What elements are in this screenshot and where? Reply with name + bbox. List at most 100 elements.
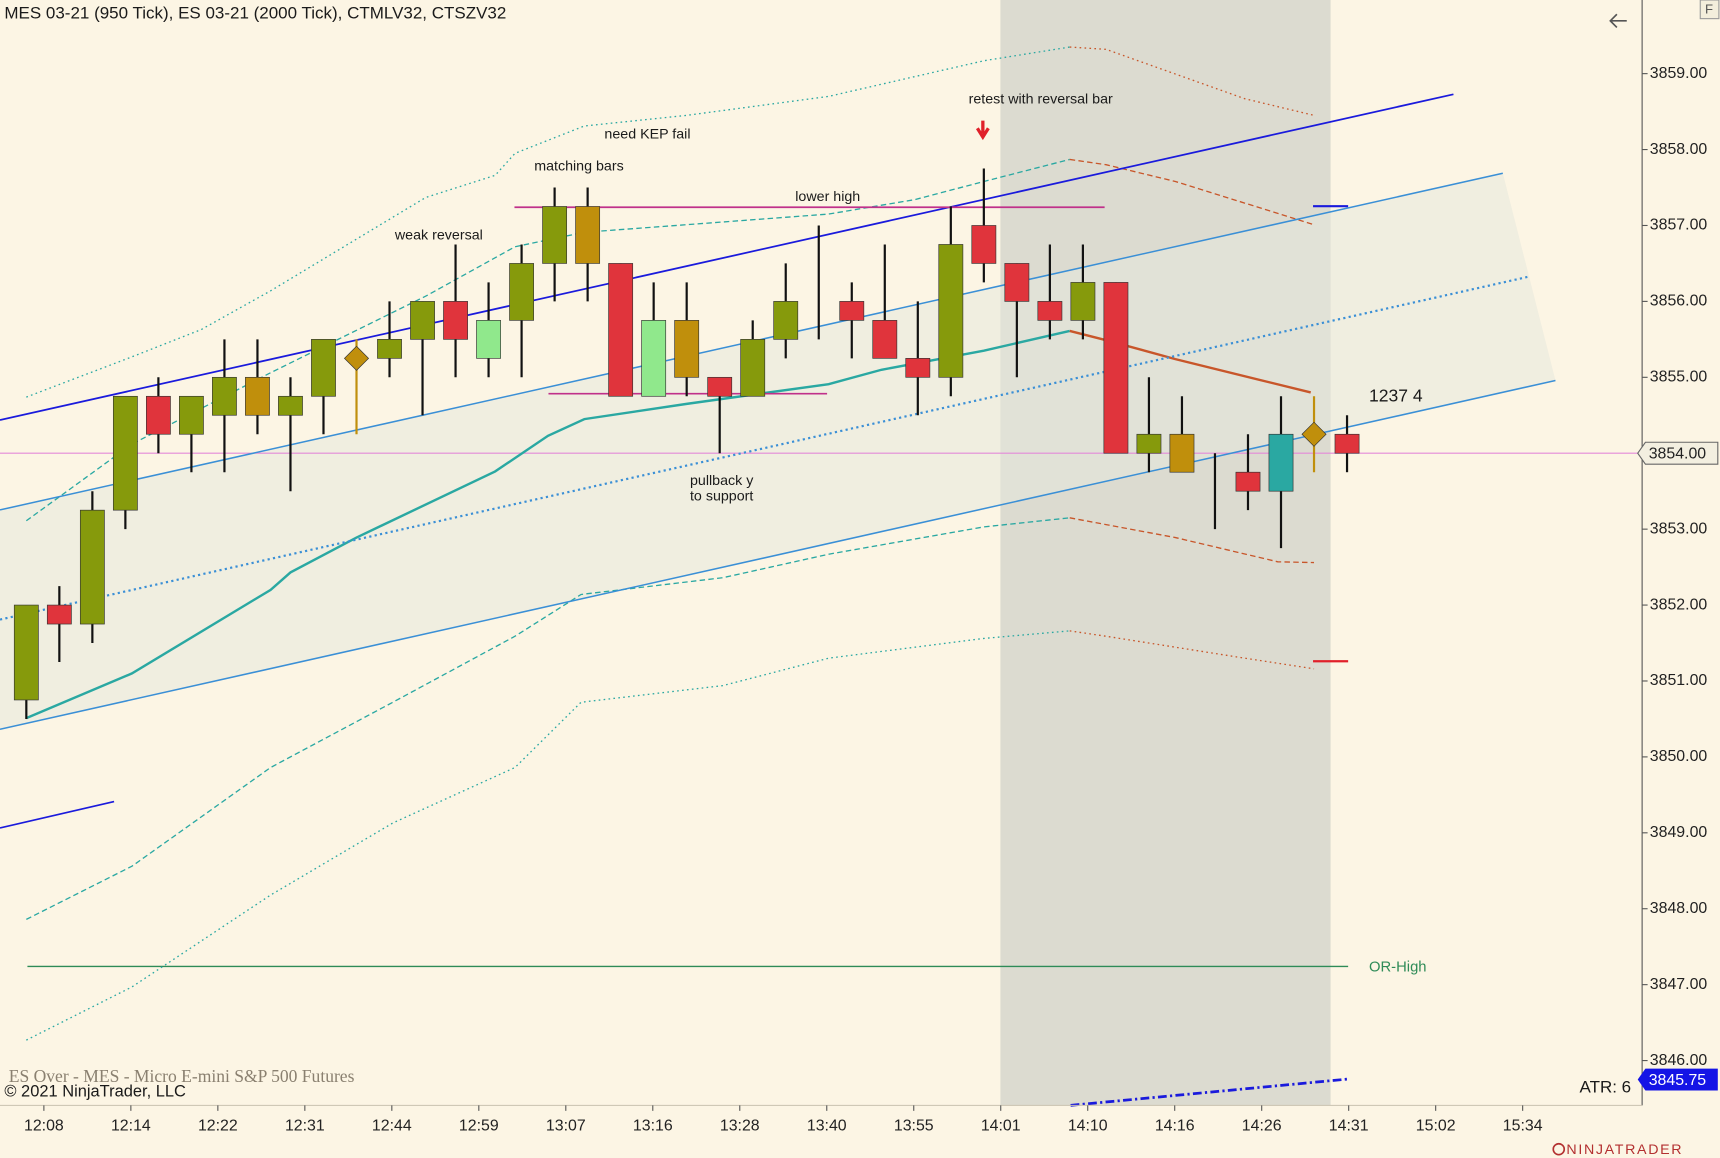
- logo-icon: [1552, 1142, 1566, 1156]
- indicator-line: [26, 630, 1070, 1041]
- y-tick-label: 3856.00: [1650, 293, 1708, 310]
- y-tick-label: 3849.00: [1650, 824, 1708, 841]
- y-tick-label: 3850.00: [1650, 748, 1708, 765]
- y-tick-label: 3852.00: [1650, 596, 1708, 613]
- candle-body: [542, 206, 568, 264]
- indicator-line: [1069, 158, 1315, 226]
- instrument-note: ES Over - MES - Micro E-mini S&P 500 Fut…: [9, 1066, 355, 1086]
- session-shade: [1000, 0, 1331, 1106]
- price-marker-label: 3845.75: [1649, 1072, 1707, 1089]
- candle-body: [278, 395, 303, 416]
- candle-body: [971, 225, 997, 264]
- x-tick-label: 13:40: [807, 1117, 847, 1134]
- channel-mid: [0, 275, 1531, 621]
- x-tick-label: 12:14: [111, 1117, 151, 1134]
- candle-body: [740, 339, 766, 397]
- y-tick-label: 3857.00: [1650, 217, 1708, 234]
- y-tick-label: 3846.00: [1650, 1052, 1708, 1069]
- y-tick-label: 3851.00: [1650, 672, 1708, 689]
- candle-body: [872, 320, 898, 359]
- candle-body: [46, 604, 72, 625]
- price-marker: [1637, 1068, 1718, 1091]
- y-tick-label: 3859.00: [1650, 65, 1708, 82]
- candle-body: [311, 339, 336, 397]
- annotation: weak reversal: [394, 228, 483, 244]
- x-tick-label: 12:22: [198, 1117, 238, 1134]
- drawings: [0, 93, 1556, 1107]
- candle-body: [410, 301, 435, 340]
- candle-body: [1334, 433, 1360, 454]
- or-high-label: OR-High: [1369, 959, 1427, 975]
- trend-line: [0, 93, 1454, 421]
- annotation: lower high: [795, 189, 860, 205]
- y-tick-label: 3848.00: [1650, 900, 1708, 917]
- y-tick-label: 3853.00: [1650, 520, 1708, 537]
- candle-body: [146, 395, 171, 435]
- x-tick-label: 15:02: [1416, 1117, 1456, 1134]
- candle-body: [476, 320, 501, 359]
- annotation: matching bars: [534, 158, 624, 174]
- x-tick-label: 14:01: [981, 1117, 1021, 1134]
- candle-body: [905, 358, 931, 378]
- x-tick-label: 13:16: [633, 1117, 673, 1134]
- candle-body: [1268, 433, 1294, 492]
- candle-body: [608, 263, 634, 397]
- candle-body: [377, 339, 402, 359]
- annotation: need KEP fail: [604, 127, 690, 143]
- x-tick-label: 14:26: [1242, 1117, 1282, 1134]
- candle-body: [245, 376, 270, 416]
- chart-title: MES 03-21 (950 Tick), ES 03-21 (2000 Tic…: [4, 4, 506, 23]
- channel-line: [0, 379, 1556, 730]
- y-tick-label: 3855.00: [1650, 369, 1708, 386]
- atr-label: ATR: 6: [1580, 1077, 1632, 1096]
- candle-doji: [1301, 421, 1327, 447]
- annotation: to support: [690, 489, 753, 505]
- indicator-line: [1069, 517, 1315, 564]
- x-tick-label: 13:07: [546, 1117, 586, 1134]
- candle-body: [79, 509, 105, 625]
- logo: NINJATRADER: [1566, 1142, 1683, 1158]
- x-tick-label: 14:16: [1155, 1117, 1195, 1134]
- down-arrow: [975, 120, 990, 141]
- x-tick-label: 14:10: [1068, 1117, 1108, 1134]
- candle-body: [13, 604, 39, 701]
- candle-body: [641, 320, 667, 397]
- candle-body: [1235, 471, 1261, 492]
- last-price-label: 3854.00: [1649, 446, 1707, 463]
- x-tick-label: 12:08: [24, 1117, 64, 1134]
- annotation: pullback y: [690, 473, 754, 489]
- candle-body: [1169, 433, 1195, 473]
- candle-body: [773, 301, 799, 340]
- candles: [13, 168, 1360, 719]
- axes: 3846.00 3847.00 3848.00 3849.00 3850.00 3851.…: [24, 65, 1719, 1134]
- corner-button[interactable]: [1699, 0, 1720, 20]
- back-button[interactable]: [1609, 13, 1627, 28]
- annotation: retest with reversal bar: [969, 92, 1113, 108]
- copyright: © 2021 NinjaTrader, LLC: [4, 1083, 186, 1101]
- candle-body: [674, 320, 700, 378]
- candle-body: [179, 395, 204, 435]
- candle-body: [1037, 301, 1063, 321]
- x-tick-label: 12:31: [285, 1117, 325, 1134]
- x-tick-label: 15:34: [1503, 1117, 1543, 1134]
- last-price-marker: [1637, 441, 1719, 465]
- y-tick-label: 3858.00: [1650, 141, 1708, 158]
- y-tick-label: 3847.00: [1650, 976, 1708, 993]
- candle-body: [707, 376, 733, 397]
- candle-doji: [343, 345, 370, 371]
- indicator-line: [1069, 329, 1312, 394]
- dash-dot-line: [1070, 1077, 1349, 1107]
- indicator-line: [1069, 46, 1315, 117]
- candle-body: [1004, 263, 1030, 302]
- candle-body: [112, 395, 138, 511]
- candle-body: [1103, 282, 1129, 454]
- candle-body: [509, 263, 534, 321]
- corner-button-label: F: [1705, 1, 1713, 16]
- candle-body: [839, 301, 865, 321]
- x-tick-label: 14:31: [1329, 1117, 1369, 1134]
- channel-fill: [0, 173, 1556, 730]
- trend-line: [0, 800, 115, 829]
- annotation: 1237 4: [1369, 386, 1423, 406]
